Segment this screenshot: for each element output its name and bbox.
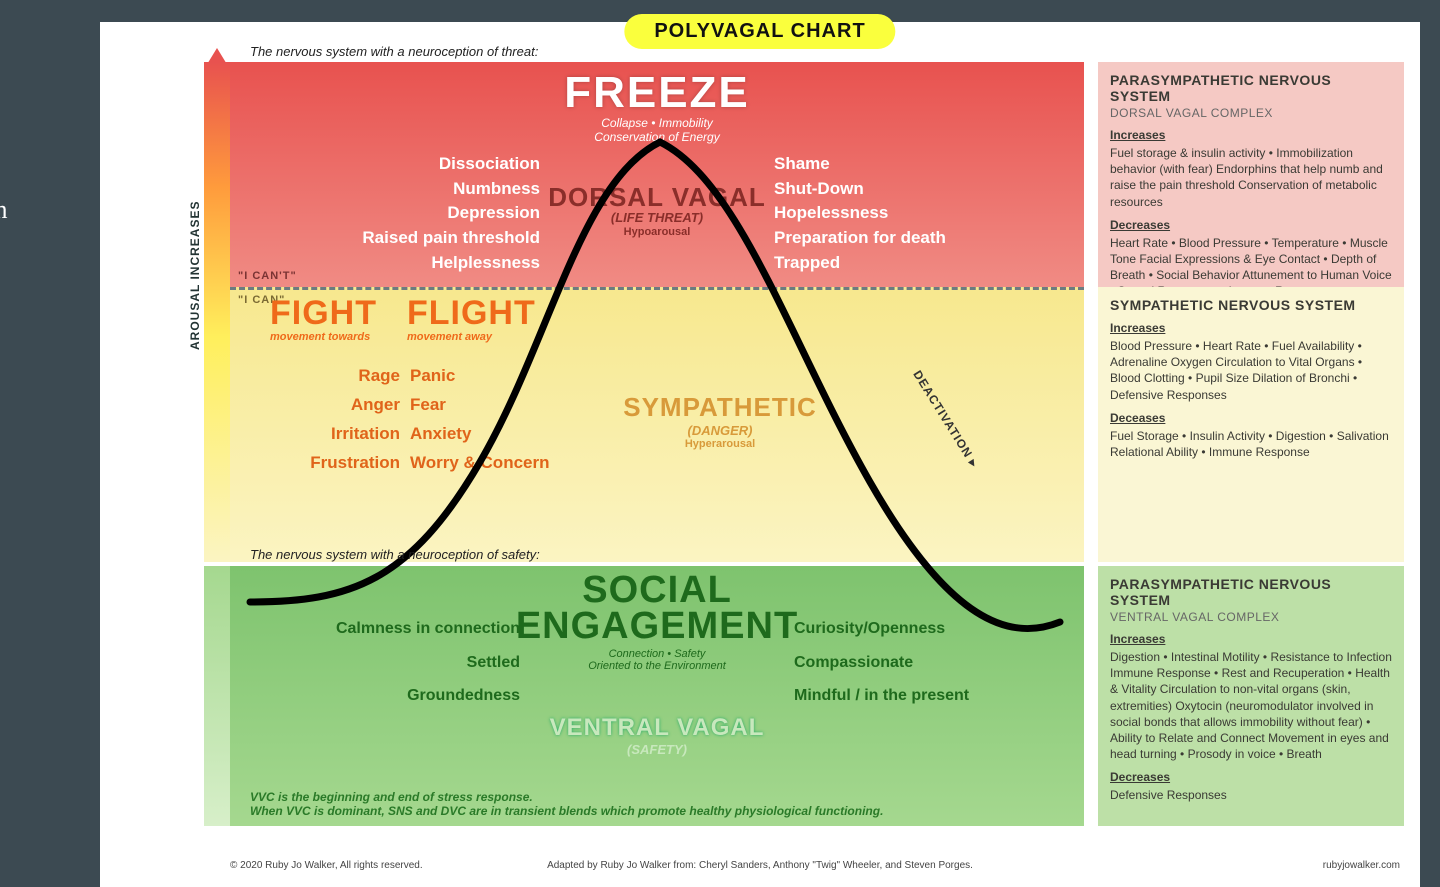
state: Mindful / in the present [794, 679, 1064, 713]
flight-title: FLIGHT [407, 294, 536, 333]
copyright: © 2020 Ruby Jo Walker, All rights reserv… [230, 860, 423, 871]
emotion: Worry & Concern [410, 449, 590, 478]
panel-complex: DORSAL VAGAL COMPLEX [1110, 106, 1392, 120]
ventral-label: VENTRAL VAGAL [230, 714, 1084, 742]
panel-parasympathetic-dorsal: PARASYMPATHETIC NERVOUS SYSTEM DORSAL VA… [1098, 62, 1404, 287]
freeze-left-symptoms: Dissociation Numbness Depression Raised … [260, 152, 540, 275]
symptom: Depression [260, 201, 540, 226]
adapted-credit: Adapted by Ruby Jo Walker from: Cheryl S… [547, 860, 973, 871]
page: POLYVAGAL CHART The nervous system with … [100, 0, 1420, 887]
arousal-label: AROUSAL INCREASES [188, 201, 202, 350]
panel-sympathetic: SYMPATHETIC NERVOUS SYSTEM Increases Blo… [1098, 287, 1404, 562]
symptom: Hopelessness [774, 201, 1054, 226]
increases-body: Digestion • Intestinal Motility • Resist… [1110, 649, 1392, 762]
emotion: Anger [250, 391, 400, 420]
social-right-states: Curiosity/Openness Compassionate Mindful… [794, 612, 1064, 713]
state: Calmness in connection [250, 612, 520, 646]
symptom: Preparation for death [774, 226, 1054, 251]
panel-complex: VENTRAL VAGAL COMPLEX [1110, 610, 1392, 624]
flight-col: FLIGHT movement away [407, 294, 536, 343]
symptom: Trapped [774, 251, 1054, 276]
emotion: Panic [410, 362, 590, 391]
threat-caption: The nervous system with a neuroception o… [250, 44, 538, 59]
footer-line-2: When VVC is dominant, SNS and DVC are in… [250, 804, 1064, 818]
safety-gradient [204, 566, 230, 826]
increases-body: Blood Pressure • Heart Rate • Fuel Avail… [1110, 338, 1392, 403]
footer-line-1: VVC is the beginning and end of stress r… [250, 790, 1064, 804]
fight-emotions: Rage Anger Irritation Frustration [250, 362, 400, 478]
ventral-sub: (SAFETY) [230, 742, 1084, 757]
safety-caption: The nervous system with a neuroception o… [250, 547, 540, 562]
freeze-sub2: Conservation of Energy [230, 130, 1084, 144]
increases-label: Increases [1110, 632, 1392, 646]
sympathetic-sub2: Hyperarousal [600, 438, 840, 450]
increases-label: Increases [1110, 128, 1392, 142]
symptom: Shut-Down [774, 177, 1054, 202]
sympathetic-block: SYMPATHETIC (DANGER) Hyperarousal [600, 392, 840, 450]
panel-heading: PARASYMPATHETIC NERVOUS SYSTEM [1110, 72, 1392, 104]
panel-heading: SYMPATHETIC NERVOUS SYSTEM [1110, 297, 1392, 313]
chart-title: POLYVAGAL CHART [624, 14, 895, 49]
i-cant-label: "I CAN'T" [238, 270, 297, 282]
symptom: Dissociation [260, 152, 540, 177]
emotion: Frustration [250, 449, 400, 478]
emotion: Anxiety [410, 420, 590, 449]
freeze-title: FREEZE [230, 68, 1084, 118]
increases-label: Increases [1110, 321, 1392, 335]
symptom: Numbness [260, 177, 540, 202]
social-title-1: SOCIAL [230, 572, 1084, 608]
symptom: Shame [774, 152, 1054, 177]
emotion: Rage [250, 362, 400, 391]
state: Settled [250, 646, 520, 680]
sympathetic-label: SYMPATHETIC [600, 392, 840, 423]
site-credit: rubyjowalker.com [1323, 860, 1400, 871]
freeze-sub1: Collapse • Immobility [230, 116, 1084, 130]
social-footer: VVC is the beginning and end of stress r… [250, 790, 1064, 818]
flight-emotions: Panic Fear Anxiety Worry & Concern [410, 362, 590, 478]
left-gutter: hen [0, 0, 100, 887]
sympathetic-sub: (DANGER) [600, 423, 840, 438]
ventral-vagal-block: VENTRAL VAGAL (SAFETY) [230, 714, 1084, 757]
decreases-label: Decreases [1110, 770, 1392, 784]
state: Groundedness [250, 679, 520, 713]
gutter-text: hen [0, 195, 8, 225]
fight-flight-titles: FIGHT movement towards FLIGHT movement a… [270, 294, 536, 343]
symptom: Raised pain threshold [260, 226, 540, 251]
fight-sub: movement towards [270, 331, 377, 343]
emotion: Irritation [250, 420, 400, 449]
decreases-label: Decreases [1110, 218, 1392, 232]
panel-parasympathetic-ventral: PARASYMPATHETIC NERVOUS SYSTEM VENTRAL V… [1098, 566, 1404, 826]
decreases-body: Fuel Storage • Insulin Activity • Digest… [1110, 428, 1392, 460]
decreases-body: Defensive Responses [1110, 787, 1392, 803]
panel-heading: PARASYMPATHETIC NERVOUS SYSTEM [1110, 576, 1392, 608]
arousal-gradient [204, 62, 230, 562]
symptom: Helplessness [260, 251, 540, 276]
increases-body: Fuel storage & insulin activity • Immobi… [1110, 145, 1392, 210]
decreases-label: Deceases [1110, 411, 1392, 425]
state: Curiosity/Openness [794, 612, 1064, 646]
freeze-right-symptoms: Shame Shut-Down Hopelessness Preparation… [774, 152, 1054, 275]
threshold-dashed-line [230, 287, 1084, 290]
emotion: Fear [410, 391, 590, 420]
fight-title: FIGHT [270, 294, 377, 333]
fight-col: FIGHT movement towards [270, 294, 377, 343]
social-left-states: Calmness in connection Settled Groundedn… [250, 612, 520, 713]
state: Compassionate [794, 646, 1064, 680]
chart-area: FREEZE Collapse • Immobility Conservatio… [230, 62, 1084, 826]
